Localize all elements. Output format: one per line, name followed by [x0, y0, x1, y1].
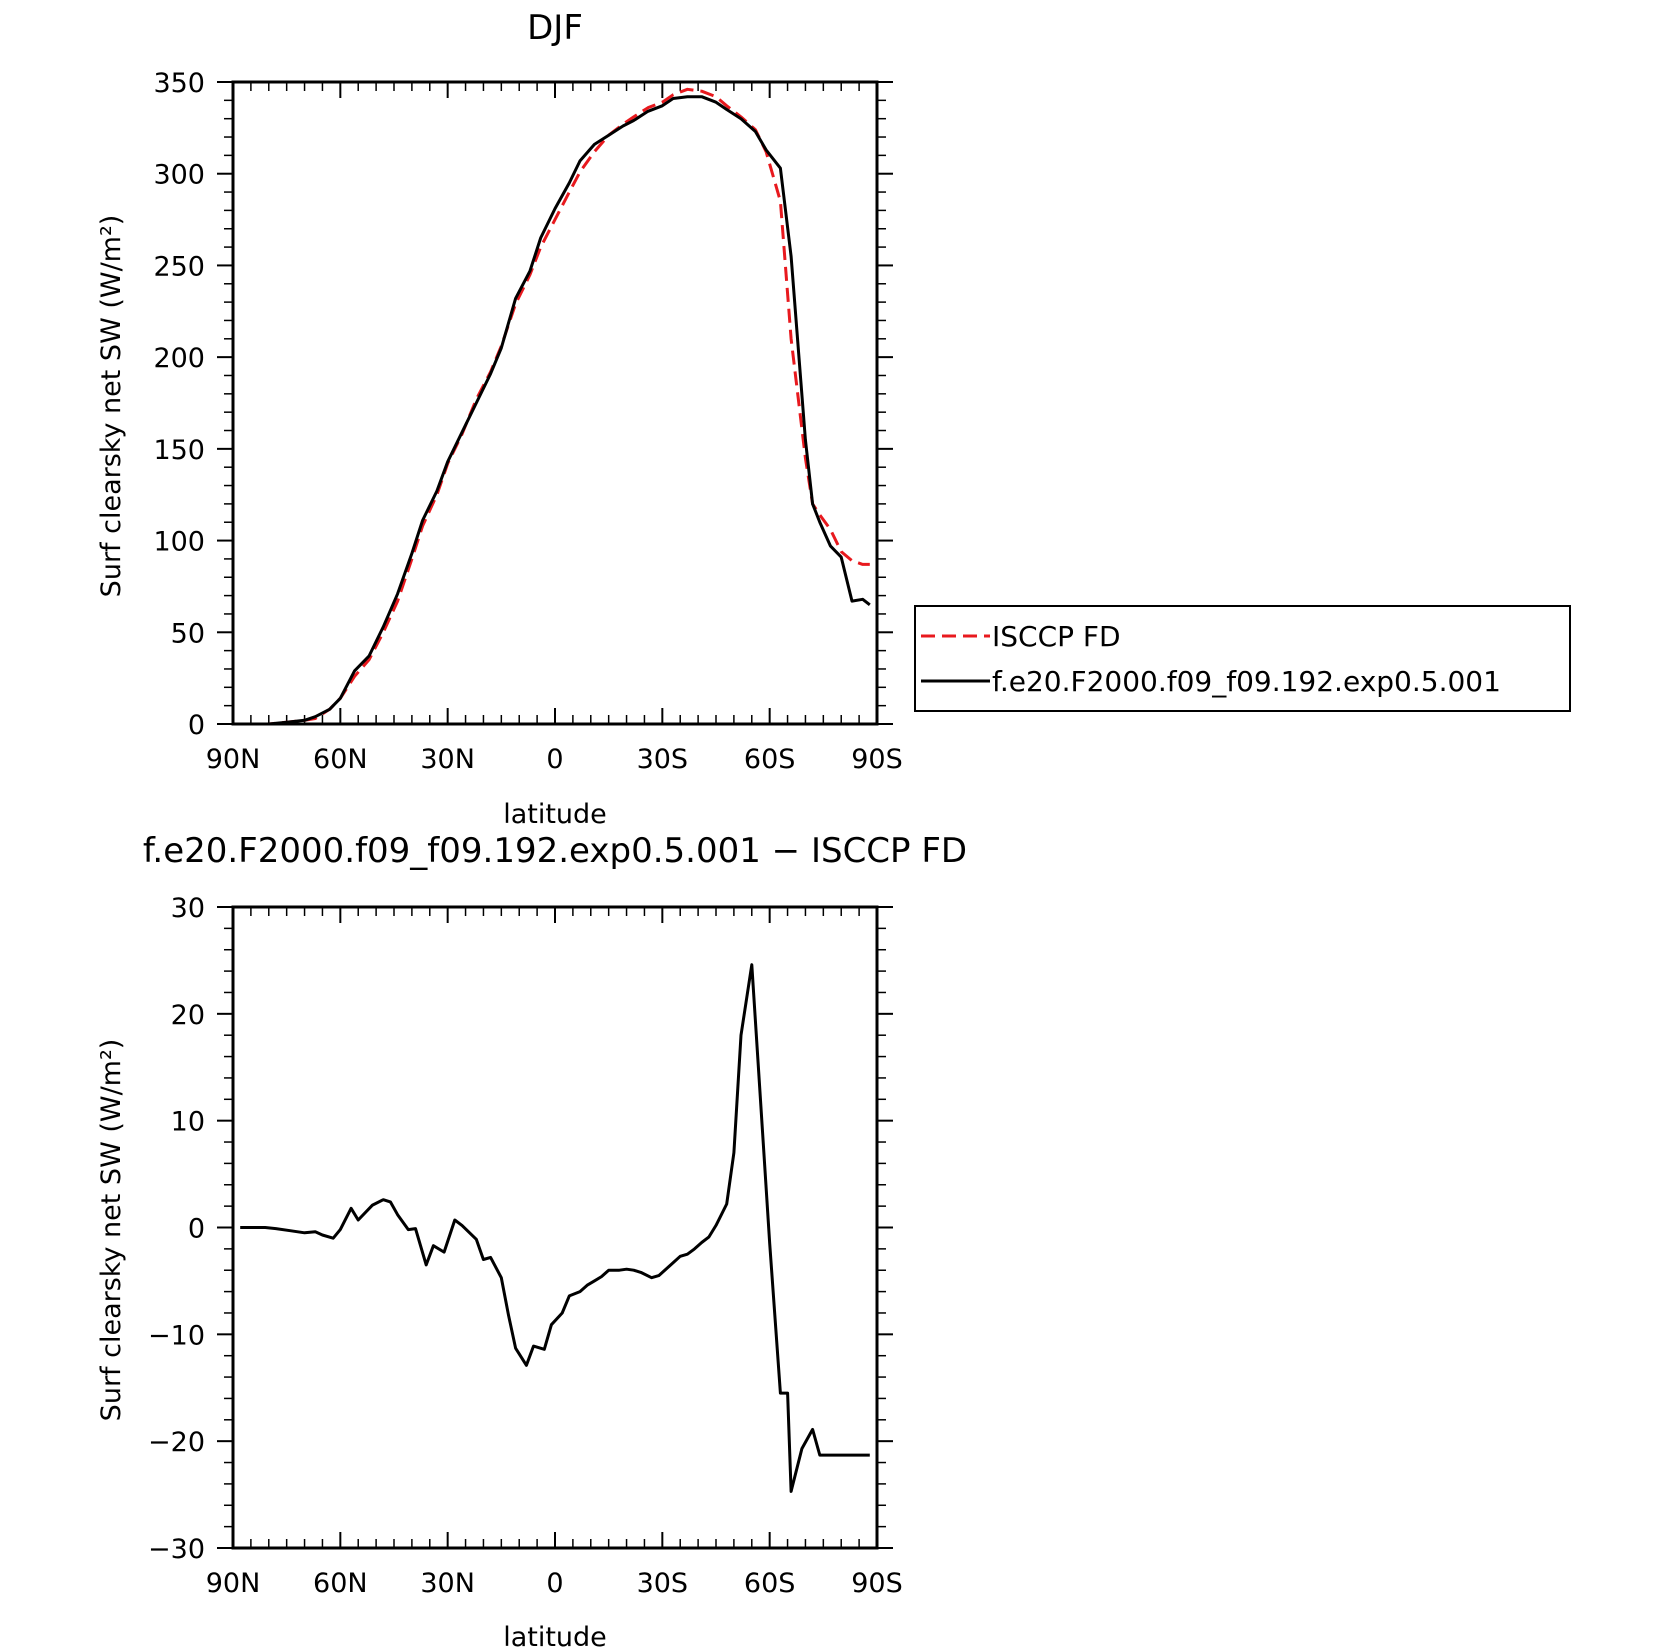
top-y-tick-label: 0 — [188, 710, 205, 741]
top-x-tick-label: 60N — [313, 744, 368, 775]
top-x-tick-label: 30N — [420, 744, 475, 775]
bottom-y-tick-label: −30 — [148, 1534, 205, 1565]
bottom-x-tick-label: 60N — [313, 1568, 368, 1599]
bottom-plot-frame — [231, 905, 879, 1550]
top-tick-labels: 90N 60N 30N 0 30S 60S 90S 0 50 100 150 200 250 300 350 — [153, 68, 902, 775]
bottom-y-tick-label: 30 — [171, 893, 205, 924]
top-series-line-0 — [240, 87, 870, 726]
legend: ISCCP FD f.e20.F2000.f09_f09.192.exp0.5.… — [914, 605, 1571, 712]
top-y-tick-label: 250 — [153, 251, 205, 282]
bottom-y-tick-label: −10 — [148, 1320, 205, 1351]
top-plot-frame — [231, 80, 879, 726]
top-x-tick-label: 90S — [851, 744, 903, 775]
bottom-x-tick-label: 0 — [546, 1568, 563, 1599]
bottom-x-tick-label: 30S — [637, 1568, 689, 1599]
top-y-tick-label: 100 — [153, 527, 205, 558]
legend-label-isccp: ISCCP FD — [992, 620, 1121, 653]
bottom-y-tick-label: −20 — [148, 1427, 205, 1458]
bottom-y-tick-label: 20 — [171, 1000, 205, 1031]
bottom-x-tick-label: 60S — [744, 1568, 796, 1599]
top-x-axis-title: latitude — [503, 799, 607, 830]
bottom-y-axis-title: Surf clearsky net SW (W/m²) — [96, 1039, 127, 1422]
legend-label-model: f.e20.F2000.f09_f09.192.exp0.5.001 — [992, 665, 1501, 698]
top-y-tick-label: 50 — [171, 618, 205, 649]
top-x-tick-label: 90N — [206, 744, 261, 775]
top-y-tick-label: 350 — [153, 68, 205, 99]
top-y-axis-title: Surf clearsky net SW (W/m²) — [96, 215, 127, 598]
bottom-x-tick-label: 30N — [420, 1568, 475, 1599]
top-series-line-1 — [240, 95, 871, 726]
bottom-series-line-0 — [240, 963, 870, 1493]
bottom-y-tick-label: 0 — [188, 1214, 205, 1245]
bottom-axis-ticks — [217, 906, 893, 1549]
bottom-panel: f.e20.F2000.f09_f09.192.exp0.5.001 − ISC… — [96, 831, 967, 1652]
bottom-x-tick-label: 90N — [206, 1568, 261, 1599]
top-x-tick-label: 30S — [637, 744, 689, 775]
bottom-x-tick-label: 90S — [851, 1568, 903, 1599]
legend-box — [914, 605, 1571, 712]
bottom-x-axis-title: latitude — [503, 1622, 607, 1652]
bottom-tick-labels: 90N 60N 30N 0 30S 60S 90S −30 −20 −10 0 10 20 30 — [148, 893, 903, 1599]
top-series-lines — [240, 87, 871, 726]
bottom-plot-title: f.e20.F2000.f09_f09.192.exp0.5.001 − ISC… — [143, 831, 967, 871]
bottom-series-lines — [240, 963, 870, 1493]
top-y-tick-label: 150 — [153, 435, 205, 466]
top-x-tick-label: 0 — [546, 744, 563, 775]
top-x-tick-label: 60S — [744, 744, 796, 775]
top-y-tick-label: 300 — [153, 160, 205, 191]
top-axis-ticks — [217, 81, 893, 725]
bottom-y-tick-label: 10 — [171, 1107, 205, 1138]
top-y-tick-label: 200 — [153, 343, 205, 374]
top-panel: DJF Surf clearsky net SW (W/m²) latitude… — [96, 8, 903, 830]
top-plot-title: DJF — [527, 8, 583, 48]
